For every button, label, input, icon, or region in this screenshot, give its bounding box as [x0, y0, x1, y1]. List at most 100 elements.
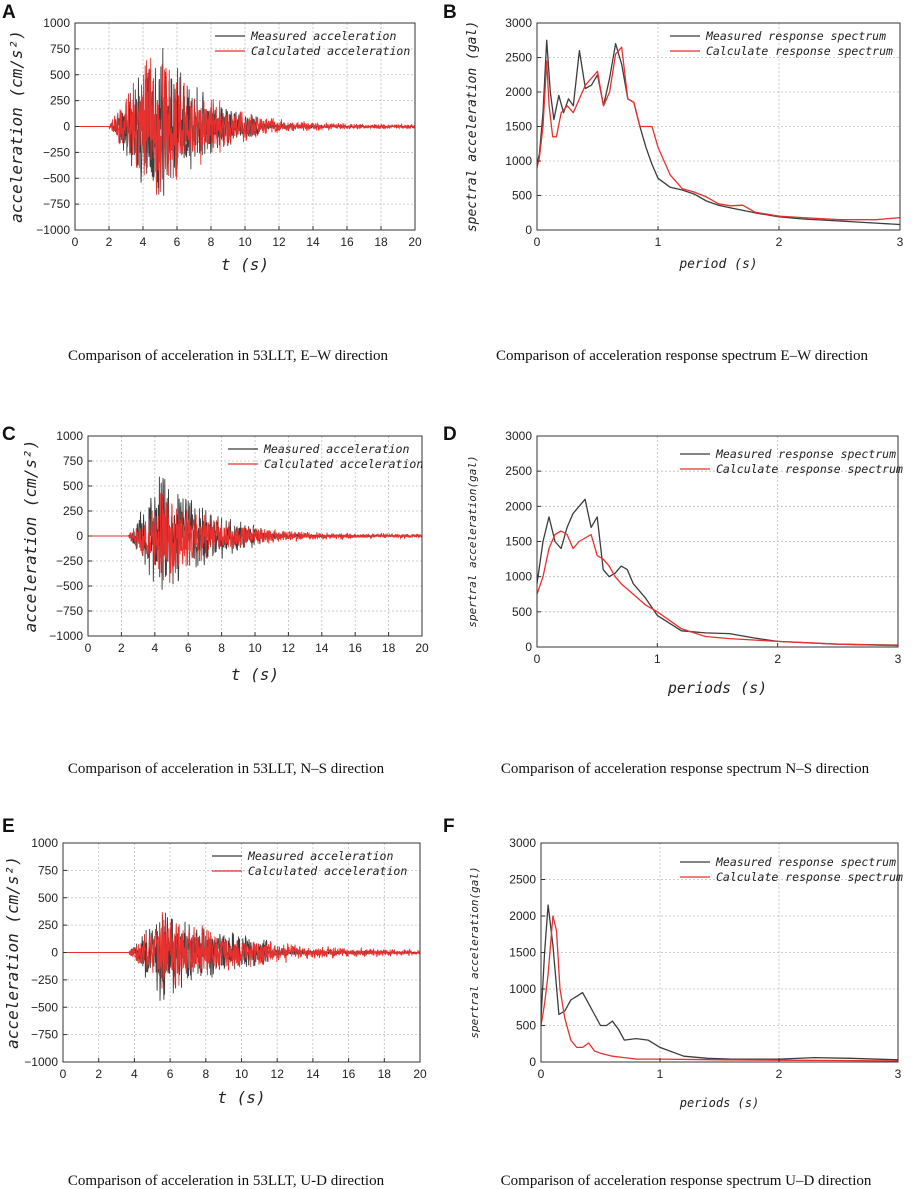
panel-f: F 0 1 2 3 0 500 1000 1500 2000 2500 3000 periods (s)… [443, 816, 903, 1189]
y-tick-label: −750 [43, 197, 70, 211]
x-axis-label: t (s) [231, 665, 279, 684]
y-tick-label: 1000 [509, 982, 536, 996]
series-group [537, 498, 898, 647]
x-tick-label: 2 [95, 1067, 102, 1081]
x-tick-label: 20 [408, 235, 422, 249]
legend-label-measured: Measured acceleration [250, 29, 396, 43]
x-tick-label: 14 [306, 235, 320, 249]
y-tick-label: 1000 [56, 429, 83, 443]
y-tick-label: 500 [516, 1019, 536, 1033]
x-axis-label: periods (s) [679, 1096, 759, 1110]
y-tick-label: 500 [38, 891, 58, 905]
y-tick-label: 0 [63, 120, 70, 134]
x-tick-label: 0 [538, 1067, 545, 1081]
series-calculated-line [88, 492, 422, 583]
y-tick-label: 1500 [505, 535, 532, 549]
x-tick-label: 1 [654, 652, 661, 666]
series-calculated-line [75, 57, 415, 195]
x-tick-label: 8 [218, 641, 225, 655]
panel-caption: Comparison of acceleration response spec… [496, 348, 869, 364]
x-tick-label: 4 [151, 641, 158, 655]
y-tick-label: 250 [63, 504, 83, 518]
series-group [541, 904, 898, 1062]
legend-label-calculated: Calculated acceleration [248, 864, 407, 878]
x-tick-label: 14 [306, 1067, 320, 1081]
x-tick-label: 6 [167, 1067, 174, 1081]
y-tick-label: 0 [529, 1055, 536, 1069]
x-tick-label: 16 [340, 235, 354, 249]
legend-label-calculated: Calculate response spectrum [716, 870, 903, 884]
y-tick-label: 2500 [509, 873, 536, 887]
x-tick-label: 10 [235, 1067, 249, 1081]
y-tick-label: −750 [31, 1028, 58, 1042]
x-tick-label: 6 [174, 235, 181, 249]
y-tick-label: 500 [50, 68, 70, 82]
y-tick-label: 1500 [505, 120, 532, 134]
legend-label-measured: Measured acceleration [247, 849, 393, 863]
y-tick-label: 250 [38, 918, 58, 932]
y-tick-label: 2000 [505, 499, 532, 513]
y-tick-label: −1000 [36, 223, 70, 237]
x-tick-label: 8 [208, 235, 215, 249]
y-tick-label: −250 [31, 973, 58, 987]
series-group [63, 911, 420, 1001]
y-tick-label: 250 [50, 94, 70, 108]
y-tick-label: −750 [56, 604, 83, 618]
y-tick-label: 500 [512, 605, 532, 619]
y-axis-label: spertral acceleration(gal) [468, 866, 481, 1038]
y-tick-label: 1000 [43, 16, 70, 30]
y-tick-label: 1000 [31, 836, 58, 850]
y-tick-label: 0 [76, 529, 83, 543]
y-axis-label: acceleration (cm/s²) [21, 440, 40, 633]
x-tick-label: 12 [272, 235, 286, 249]
y-tick-label: 750 [38, 863, 58, 877]
y-tick-label: −500 [56, 579, 83, 593]
x-tick-label: 2 [774, 652, 781, 666]
x-tick-label: 18 [378, 1067, 392, 1081]
panel-caption: Comparison of acceleration response spec… [501, 761, 870, 777]
y-axis-label: acceleration (cm/s²) [3, 856, 22, 1049]
y-tick-label: 1000 [505, 154, 532, 168]
legend-label-measured: Measured response spectrum [715, 855, 896, 869]
x-tick-label: 10 [238, 235, 252, 249]
panel-caption: Comparison of acceleration in 53LLT, N–S… [68, 761, 385, 777]
x-tick-label: 10 [248, 641, 262, 655]
x-tick-label: 0 [60, 1067, 67, 1081]
x-tick-label: 12 [282, 641, 296, 655]
x-tick-label: 0 [85, 641, 92, 655]
x-tick-label: 20 [413, 1067, 427, 1081]
y-tick-label: 750 [63, 454, 83, 468]
panel-letter: E [2, 816, 15, 837]
panel-letter: B [443, 2, 457, 23]
x-tick-label: 3 [897, 235, 904, 249]
x-tick-label: 1 [657, 1067, 664, 1081]
y-tick-label: 2000 [509, 909, 536, 923]
x-tick-label: 4 [131, 1067, 138, 1081]
x-tick-label: 18 [374, 235, 388, 249]
y-tick-label: −500 [31, 1000, 58, 1014]
y-tick-label: 3000 [505, 16, 532, 30]
y-tick-label: 2500 [505, 51, 532, 65]
x-tick-label: 2 [106, 235, 113, 249]
x-tick-label: 3 [895, 652, 902, 666]
panel-letter: F [443, 816, 455, 837]
series-calculated-line [63, 911, 420, 989]
y-tick-label: 0 [51, 946, 58, 960]
panel-e: E 0 2 4 6 8 10 12 14 16 18 20 −1000 −750 −500 −250 0 250 5… [2, 816, 427, 1189]
x-axis-label: periods (s) [667, 679, 767, 697]
y-tick-label: −250 [56, 554, 83, 568]
y-axis-label: spertral acceleration(gal) [466, 455, 479, 627]
panel-letter: D [443, 424, 457, 445]
y-tick-label: 2000 [505, 85, 532, 99]
x-tick-label: 6 [185, 641, 192, 655]
x-tick-label: 16 [342, 1067, 356, 1081]
y-tick-label: 750 [50, 42, 70, 56]
x-tick-label: 18 [382, 641, 396, 655]
series-measured-line [537, 39, 900, 226]
x-tick-label: 2 [118, 641, 125, 655]
x-tick-label: 0 [72, 235, 79, 249]
series-measured-line [541, 904, 898, 1061]
